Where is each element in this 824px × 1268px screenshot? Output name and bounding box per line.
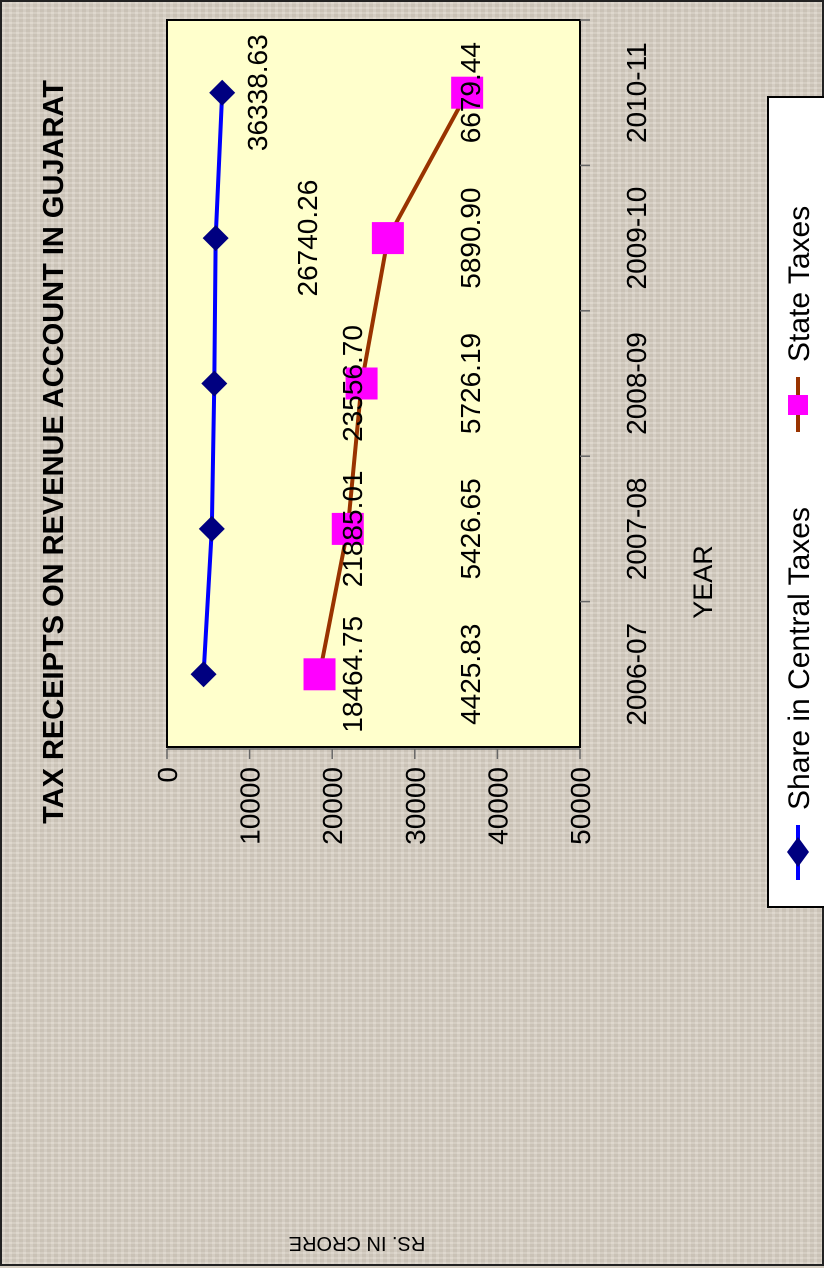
data-label-central: 5890.90 (455, 187, 486, 288)
legend-marker-central (787, 837, 809, 867)
value-tick-label: 40000 (482, 767, 513, 845)
value-tick-label: 30000 (400, 767, 431, 845)
value-tick-label: 20000 (317, 767, 348, 845)
legend-label-state: State Taxes (783, 206, 816, 362)
category-tick-label: 2006-07 (621, 623, 652, 726)
series-marker-1 (371, 222, 404, 255)
data-label-central: 5426.65 (455, 478, 486, 579)
data-label-central: 5726.19 (455, 333, 486, 434)
series-marker-1 (451, 76, 484, 109)
series-marker-0 (198, 515, 225, 542)
data-label-state: 18464.75 (337, 616, 368, 733)
series-layer (190, 76, 484, 691)
data-label-state: 21885.01 (337, 471, 368, 588)
category-tick-label: 2008-09 (621, 332, 652, 435)
series-marker-0 (202, 225, 229, 252)
category-tick-label: 2010-11 (621, 42, 652, 143)
chart-title: TAX RECEIPTS ON REVENUE ACCOUNT IN GUJAR… (38, 80, 70, 824)
value-axis: 0 10000 20000 30000 40000 50000 (152, 749, 596, 845)
value-tick-label: 50000 (565, 767, 596, 845)
data-label-state: 23556.70 (337, 325, 368, 442)
value-tick-label: 0 (152, 767, 183, 783)
category-tick-label: 2009-10 (621, 187, 652, 290)
data-label-central: 4425.83 (455, 624, 486, 725)
legend-label-central: Share in Central Taxes (783, 507, 816, 810)
y-axis-title: RS. IN CRORE (289, 1232, 426, 1254)
category-axis: 2006-07 2007-08 2008-09 2009-10 2010-11 (580, 19, 652, 726)
data-label-state: 36338.63 (242, 34, 273, 151)
category-tick-label: 2007-08 (621, 478, 652, 581)
data-label-central: 6679.44 (455, 42, 486, 143)
series-marker-1 (345, 367, 378, 400)
series-marker-0 (209, 79, 236, 106)
data-label-layer: 4425.83 5426.65 5726.19 5890.90 6679.44 18464… (242, 34, 486, 732)
value-tick-label: 10000 (235, 767, 266, 845)
legend-box (767, 96, 824, 908)
x-axis-title: YEAR (688, 545, 718, 619)
series-marker-0 (201, 370, 228, 397)
data-label-state: 26740.26 (292, 180, 323, 297)
series-marker-0 (190, 661, 217, 688)
series-marker-1 (303, 658, 336, 691)
legend-marker-state (788, 395, 808, 415)
legend: Share in Central Taxes State Taxes (767, 96, 824, 908)
series-marker-1 (331, 512, 364, 545)
